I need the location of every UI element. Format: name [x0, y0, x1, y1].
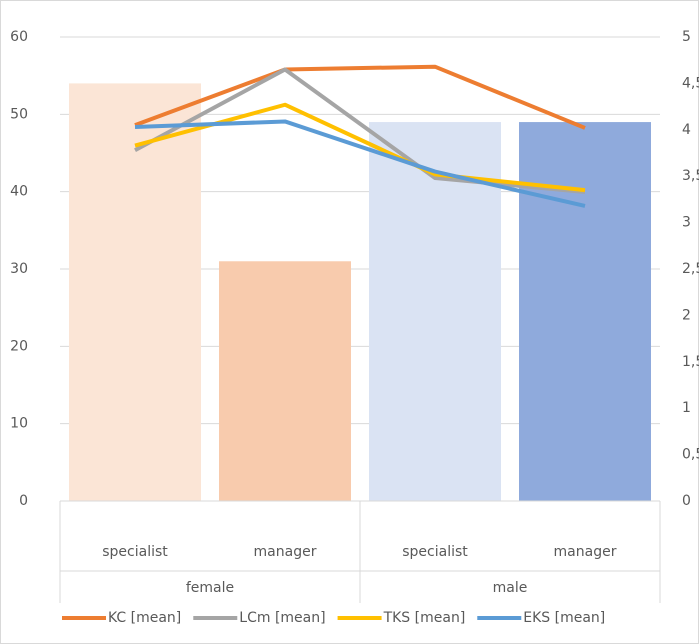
y2-tick-label: 2,5 [682, 261, 699, 277]
y2-tick-label: 3 [682, 215, 691, 231]
bar [369, 122, 501, 502]
y2-tick-label: 0 [682, 493, 691, 509]
y-tick-label: 0 [19, 493, 28, 509]
x-tick-label: manager [554, 544, 617, 560]
y-tick-label: 20 [10, 338, 28, 354]
y2-tick-label: 4 [682, 122, 691, 138]
y2-tick-label: 5 [682, 29, 691, 45]
legend-label: LCm [mean] [239, 610, 325, 626]
bar [519, 122, 651, 502]
line-series [134, 119, 586, 208]
x-tick-label: manager [254, 544, 317, 560]
legend-label: TKS [mean] [383, 610, 466, 626]
bar [219, 261, 351, 501]
line-series [134, 67, 586, 194]
y-tick-label: 10 [10, 416, 28, 432]
y2-tick-label: 0,5 [682, 447, 699, 463]
group-label: male [493, 580, 528, 596]
group-label: female [186, 580, 234, 596]
y2-tick-label: 4,5 [682, 75, 699, 91]
y-tick-label: 40 [10, 184, 28, 200]
y2-tick-label: 3,5 [682, 168, 699, 184]
y-tick-label: 60 [10, 29, 28, 45]
x-tick-label: specialist [402, 544, 468, 560]
y-tick-label: 50 [10, 106, 28, 122]
line-series [134, 64, 586, 130]
y2-tick-label: 1 [682, 400, 691, 416]
y2-tick-label: 2 [682, 307, 691, 323]
x-tick-label: specialist [102, 544, 168, 560]
y2-tick-label: 1,5 [682, 354, 699, 370]
legend-label: EKS [mean] [523, 610, 605, 626]
y-tick-label: 30 [10, 261, 28, 277]
bar [69, 83, 201, 502]
legend-label: KC [mean] [108, 610, 181, 626]
